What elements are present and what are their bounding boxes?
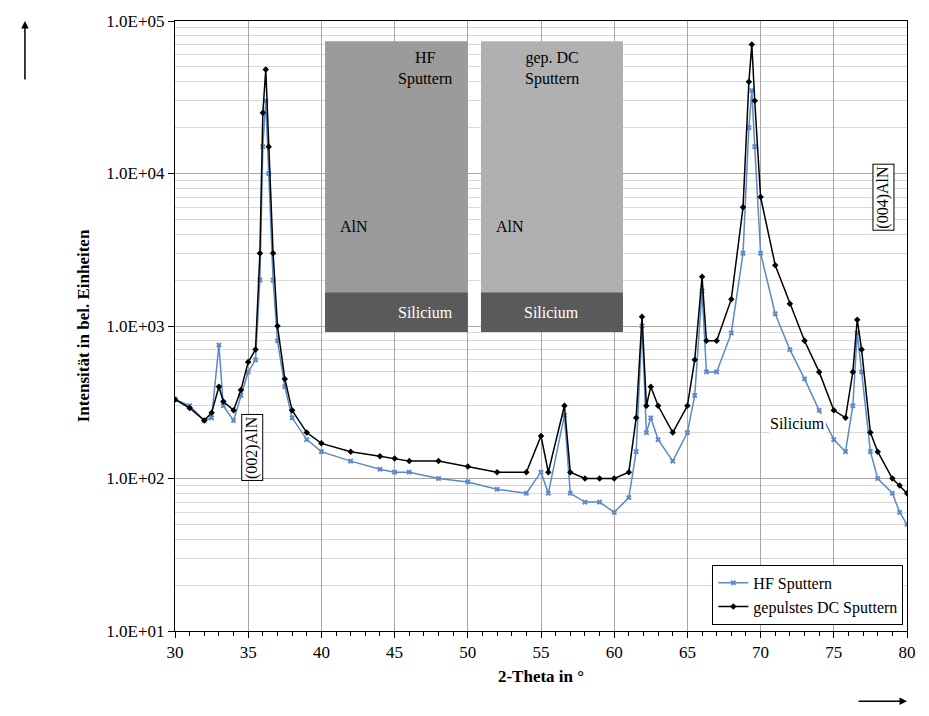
svg-text:HFSputtern: HFSputtern [398, 49, 452, 88]
svg-text:Silicium: Silicium [524, 304, 579, 321]
svg-text:35: 35 [240, 643, 257, 662]
svg-text:(004)AlN: (004)AlN [874, 166, 892, 229]
svg-text:gepulstes DC Sputtern: gepulstes DC Sputtern [753, 599, 897, 617]
svg-text:75: 75 [825, 643, 842, 662]
svg-text:AlN: AlN [340, 218, 368, 235]
svg-text:(002)AlN: (002)AlN [243, 416, 261, 479]
svg-text:gep. DCSputtern: gep. DCSputtern [525, 49, 579, 88]
svg-text:1.0E+05: 1.0E+05 [106, 12, 164, 31]
svg-text:40: 40 [313, 643, 330, 662]
svg-text:60: 60 [606, 643, 623, 662]
svg-text:2-Theta in °: 2-Theta in ° [498, 667, 584, 686]
svg-text:AlN: AlN [496, 218, 524, 235]
svg-text:30: 30 [167, 643, 184, 662]
svg-text:Silicium: Silicium [398, 304, 453, 321]
svg-text:1.0E+04: 1.0E+04 [106, 164, 165, 183]
svg-text:80: 80 [899, 643, 916, 662]
svg-text:Intensität in bel. Einheiten: Intensität in bel. Einheiten [74, 229, 93, 422]
svg-text:70: 70 [752, 643, 769, 662]
svg-text:HF Sputtern: HF Sputtern [753, 575, 832, 593]
svg-text:50: 50 [459, 643, 476, 662]
svg-text:65: 65 [679, 643, 696, 662]
svg-text:1.0E+01: 1.0E+01 [106, 622, 164, 641]
svg-text:55: 55 [533, 643, 550, 662]
svg-text:1.0E+02: 1.0E+02 [106, 469, 164, 488]
svg-text:45: 45 [386, 643, 403, 662]
svg-text:Silicium: Silicium [770, 415, 825, 432]
svg-text:1.0E+03: 1.0E+03 [106, 317, 164, 336]
